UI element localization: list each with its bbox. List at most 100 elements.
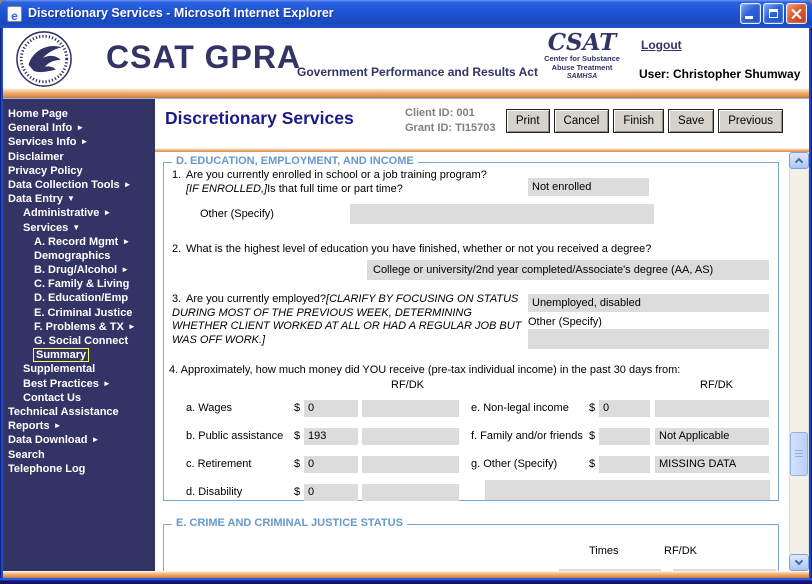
save-button[interactable]: Save bbox=[668, 109, 715, 133]
close-button[interactable] bbox=[786, 3, 807, 24]
thumb-grip-icon bbox=[795, 450, 803, 459]
print-button[interactable]: Print bbox=[505, 109, 550, 133]
vertical-scrollbar[interactable] bbox=[789, 152, 809, 571]
q2-answer-field[interactable]: College or university/2nd year completed… bbox=[367, 260, 769, 280]
arrow-right-icon: ► bbox=[121, 265, 130, 275]
action-buttons: Print Cancel Finish Save Previous bbox=[505, 109, 783, 133]
sidebar-item-label: Home Page bbox=[8, 108, 68, 120]
times-field[interactable] bbox=[559, 569, 661, 571]
finish-button[interactable]: Finish bbox=[613, 109, 665, 133]
sidebar-item-search[interactable]: Search bbox=[3, 448, 155, 462]
q1-answer-field[interactable]: Not enrolled bbox=[528, 178, 649, 196]
sidebar-item-data-entry[interactable]: Data Entry ▼ bbox=[3, 192, 155, 206]
sidebar-item-contact-us[interactable]: Contact Us bbox=[3, 391, 155, 405]
sidebar-item-b-drug-alcohol[interactable]: B. Drug/Alcohol ► bbox=[3, 263, 155, 277]
sidebar-item-label: E. Criminal Justice bbox=[34, 306, 133, 319]
q1-other-label: Other (Specify) bbox=[200, 208, 274, 220]
b-public-assistance-rfdk-field[interactable] bbox=[362, 428, 459, 445]
title-bar[interactable]: e Discretionary Services - Microsoft Int… bbox=[0, 0, 812, 28]
f-family-and-or-friends-amount-field[interactable] bbox=[599, 428, 650, 445]
b-public-assistance-amount-field[interactable]: 193 bbox=[304, 428, 358, 445]
q3-other-specify-field[interactable] bbox=[528, 329, 769, 349]
scrollbar-track[interactable] bbox=[789, 169, 809, 554]
sidebar-item-privacy-policy[interactable]: Privacy Policy bbox=[3, 164, 155, 178]
a-wages-rfdk-field[interactable] bbox=[362, 400, 459, 417]
q2-number: 2. bbox=[172, 243, 182, 255]
footer-bar bbox=[3, 571, 809, 578]
d-disability-amount-field[interactable]: 0 bbox=[304, 484, 358, 501]
income-row-a-wages: a. Wages $0 bbox=[164, 400, 778, 418]
dollar-sign: $ bbox=[294, 402, 301, 414]
sidebar-item-disclaimer[interactable]: Disclaimer bbox=[3, 150, 155, 164]
income-label: e. Non-legal income bbox=[471, 402, 569, 414]
sidebar-item-data-collection-tools[interactable]: Data Collection Tools ► bbox=[3, 178, 155, 192]
sidebar-item-label: General Info bbox=[8, 122, 73, 135]
q1-other-specify-field[interactable] bbox=[350, 204, 654, 224]
sidebar-item-c-family-living[interactable]: C. Family & Living bbox=[3, 277, 155, 291]
sidebar-item-label: Administrative bbox=[23, 207, 100, 220]
sidebar-item-label: Supplemental bbox=[23, 363, 96, 376]
c-retirement-rfdk-field[interactable] bbox=[362, 456, 459, 473]
g-other-specify-amount-field[interactable] bbox=[599, 456, 650, 473]
dollar-sign: $ bbox=[294, 430, 301, 442]
sidebar-item-label: A. Record Mgmt bbox=[34, 235, 119, 248]
sidebar-item-reports[interactable]: Reports ► bbox=[3, 419, 155, 433]
minimize-button[interactable] bbox=[740, 3, 761, 24]
internet-explorer-icon: e bbox=[7, 6, 22, 23]
a-wages-amount-field[interactable]: 0 bbox=[304, 400, 358, 417]
sidebar-item-telephone-log[interactable]: Telephone Log bbox=[3, 462, 155, 476]
sidebar-item-data-download[interactable]: Data Download ► bbox=[3, 433, 155, 447]
dollar-sign: $ bbox=[589, 430, 596, 442]
income-label: f. Family and/or friends bbox=[471, 430, 583, 442]
g-other-specify-rfdk-field[interactable]: MISSING DATA bbox=[655, 456, 769, 473]
app-tagline: Government Performance and Results Act bbox=[297, 65, 538, 79]
income-row-g-other-specify: g. Other (Specify) $ MISSING DATA bbox=[164, 456, 778, 474]
sidebar-item-f-problems-tx[interactable]: F. Problems & TX ► bbox=[3, 320, 155, 334]
user-label: User: Christopher Shumway bbox=[639, 67, 801, 81]
sidebar-item-label: F. Problems & TX bbox=[34, 320, 124, 333]
arrow-right-icon: ► bbox=[53, 421, 62, 431]
hhs-eagle-logo-icon bbox=[16, 31, 72, 87]
sidebar-item-summary[interactable]: Summary bbox=[3, 348, 155, 363]
scroll-up-button[interactable] bbox=[789, 152, 809, 169]
scrollbar-thumb[interactable] bbox=[790, 432, 808, 476]
cancel-button[interactable]: Cancel bbox=[553, 109, 610, 133]
main-area: Home Page General Info ► Services Info ► Disc… bbox=[3, 98, 809, 571]
q1-clarify-text: [IF ENROLLED,]Is that full time or part … bbox=[186, 183, 403, 195]
sidebar-item-g-social-connect[interactable]: G. Social Connect bbox=[3, 334, 155, 348]
window-border bbox=[0, 578, 812, 584]
sidebar-item-demographics[interactable]: Demographics bbox=[3, 249, 155, 263]
sidebar-item-supplemental[interactable]: Supplemental bbox=[3, 362, 155, 376]
scroll-down-button[interactable] bbox=[789, 554, 809, 571]
q4-text: 4. Approximately, how much money did YOU… bbox=[169, 364, 681, 376]
f-family-and-or-friends-rfdk-field[interactable]: Not Applicable bbox=[655, 428, 769, 445]
sidebar-item-services[interactable]: Services ▼ bbox=[3, 221, 155, 235]
sidebar-item-administrative[interactable]: Administrative ► bbox=[3, 206, 155, 220]
logout-link[interactable]: Logout bbox=[641, 38, 682, 52]
d-disability-rfdk-field[interactable] bbox=[362, 484, 459, 501]
rfdk-header-left: RF/DK bbox=[391, 379, 424, 391]
sidebar-nav: Home Page General Info ► Services Info ► Disc… bbox=[3, 99, 155, 571]
csat-logo-line: Abuse Treatment bbox=[551, 62, 613, 72]
sidebar-item-home-page[interactable]: Home Page bbox=[3, 107, 155, 121]
c-retirement-amount-field[interactable]: 0 bbox=[304, 456, 358, 473]
sidebar-item-best-practices[interactable]: Best Practices ► bbox=[3, 377, 155, 391]
arrow-right-icon: ► bbox=[103, 208, 112, 218]
sidebar-item-e-criminal-justice[interactable]: E. Criminal Justice bbox=[3, 306, 155, 320]
sidebar-item-services-info[interactable]: Services Info ► bbox=[3, 135, 155, 149]
e-non-legal-income-rfdk-field[interactable] bbox=[655, 400, 769, 417]
sidebar-item-general-info[interactable]: General Info ► bbox=[3, 121, 155, 135]
sidebar-item-a-record-mgmt[interactable]: A. Record Mgmt ► bbox=[3, 235, 155, 249]
dollar-sign: $ bbox=[294, 486, 301, 498]
rfdk-field[interactable] bbox=[673, 569, 776, 571]
sidebar-item-d-education-emp[interactable]: D. Education/Emp bbox=[3, 291, 155, 305]
e-non-legal-income-amount-field[interactable]: 0 bbox=[599, 400, 650, 417]
sidebar-item-technical-assistance[interactable]: Technical Assistance bbox=[3, 405, 155, 419]
previous-button[interactable]: Previous bbox=[718, 109, 783, 133]
rfdk-header-right: RF/DK bbox=[700, 379, 733, 391]
q3-answer-field[interactable]: Unemployed, disabled bbox=[528, 294, 769, 312]
maximize-button[interactable] bbox=[763, 3, 784, 24]
sidebar-item-label: Disclaimer bbox=[8, 150, 64, 163]
dollar-sign: $ bbox=[294, 458, 301, 470]
q4g-other-specify-field[interactable] bbox=[485, 480, 770, 500]
